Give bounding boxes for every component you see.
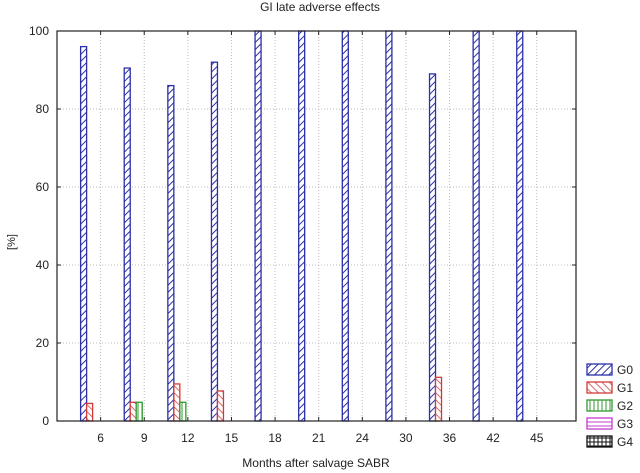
bars [79,30,524,422]
axes: 0 20 40 60 80 100 6 9 12 15 18 21 24 30 36 42 45 [29,24,577,445]
y-tick-label: 20 [36,336,50,350]
bar-g0 [167,84,175,422]
legend-item-g1: G1 [586,381,633,395]
bar-g0 [341,30,349,422]
grid-lines [57,31,576,421]
x-axis-label: Months after salvage SABR [242,456,390,470]
x-tick-label: 30 [399,431,413,445]
bar-g1 [434,376,443,422]
bar-g0 [385,30,393,422]
legend-item-g3: G3 [586,417,633,431]
bar-g1 [173,383,181,422]
x-tick-label: 36 [443,431,457,445]
legend-label: G3 [617,417,633,431]
x-tick-label: 9 [141,431,148,445]
bar-g2 [179,401,187,422]
bar-g0 [210,61,219,422]
y-tick-label: 0 [42,414,49,428]
legend-item-g0: G0 [586,363,633,377]
legend-label: G0 [617,363,633,377]
legend-label: G2 [617,399,633,413]
x-tick-label: 12 [181,431,195,445]
x-tick-label: 42 [486,431,500,445]
bar-g0 [123,67,131,422]
x-tick-label: 21 [312,431,326,445]
bar-g0 [428,73,437,422]
x-tick-label: 24 [356,431,370,445]
plot-frame [56,30,577,422]
legend-swatch [586,435,613,448]
bar-g0 [298,30,306,422]
bar-g0 [254,30,262,422]
legend-swatch [586,399,613,412]
chart-title: GI late adverse effects [260,0,380,14]
bar-g0 [516,30,524,422]
legend-label: G1 [617,381,633,395]
legend-label: G4 [617,435,633,449]
y-tick-label: 100 [29,24,49,38]
legend-item-g4: G4 [586,435,633,449]
legend-swatch [586,417,613,430]
y-tick-label: 60 [36,180,50,194]
x-tick-label: 6 [97,431,104,445]
y-tick-label: 40 [36,258,50,272]
legend: G0 G1 G2 G3 G4 [586,363,633,449]
x-tick-label: 18 [268,431,282,445]
x-tick-label: 15 [225,431,239,445]
bar-g2 [135,401,143,422]
bar-g1 [85,402,94,422]
legend-swatch [586,363,613,376]
bar-g0 [472,30,480,422]
x-tick-label: 45 [530,431,544,445]
bar-g1 [129,401,137,422]
y-tick-label: 80 [36,102,50,116]
bar-g0 [79,45,88,422]
legend-item-g2: G2 [586,399,633,413]
legend-swatch [586,381,613,394]
bar-g1 [216,390,225,422]
